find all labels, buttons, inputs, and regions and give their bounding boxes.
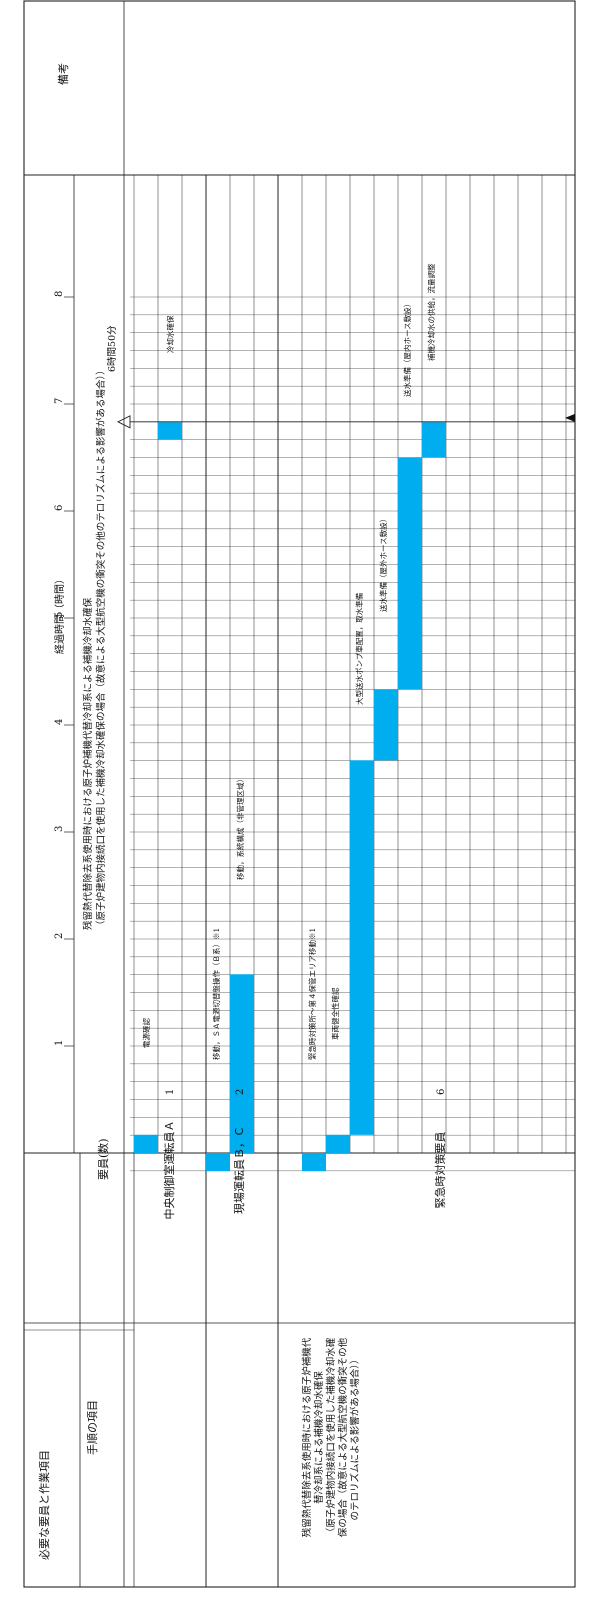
task-label: 移動，系統構成（非管理区域）	[236, 775, 245, 880]
milestone-label: 6時間50分	[107, 325, 118, 372]
time-tick-label: 3	[54, 825, 65, 832]
task-label: 車両健全性確認	[331, 987, 340, 1041]
header-procedure-item: 手順の項目	[86, 1400, 99, 1455]
group-name: 緊急時対策要員	[434, 1131, 447, 1209]
task-bar	[326, 1134, 350, 1153]
procedure-item-text: 残留熱代替除去系使用時における原子炉補機代 替冷却系による補機冷却水確保 （原子…	[302, 1337, 361, 1538]
task-bar	[422, 422, 446, 458]
task-bar	[230, 974, 254, 1153]
task-bar	[134, 1134, 158, 1153]
task-bar	[206, 1153, 230, 1172]
header-personnel-count: 要員(数)	[97, 1138, 110, 1180]
header-required-personnel: 必要な要員と作業項目	[38, 1450, 51, 1560]
task-label: 移動，ＳＡ電源切替盤操作（Ｂ系）※1	[212, 927, 221, 1060]
time-tick-label: 4	[54, 718, 65, 725]
milestone-arrow	[565, 413, 575, 422]
time-tick-label: 1	[54, 1039, 65, 1046]
time-tick-label: 5	[54, 611, 65, 618]
table-border	[23, 0, 576, 1588]
chart-title-line2: （原子炉建物内接続口を使用した補機冷却水確保の場合（故意による大型航空機の衝突そ…	[96, 365, 107, 930]
task-bar	[158, 422, 182, 440]
task-label: 冷却水確保	[166, 315, 175, 354]
time-tick-label: 8	[54, 290, 65, 297]
task-bar	[350, 760, 374, 1135]
task-label: 送水準備（屋外ホース敷設）	[379, 514, 388, 612]
time-tick-label: 6	[54, 504, 65, 511]
group-name: 現場運転員Ｂ，Ｃ	[233, 1126, 246, 1214]
task-label: 緊急時対策所～第４保管エリア移動※1	[308, 927, 317, 1060]
group-count: 2	[235, 1088, 246, 1095]
time-tick-label: 2	[54, 932, 65, 939]
task-label: 送水準備（屋内ホース敷設）	[403, 299, 412, 397]
task-bar	[374, 689, 398, 761]
milestone-arrow	[116, 415, 131, 429]
chart-title-line1: 残留熱代替除去系使用時における原子炉補機代替冷却系による補機冷却水確保	[83, 597, 94, 930]
group-count: 6	[436, 1088, 447, 1095]
header-remarks: 備考	[57, 63, 70, 85]
group-count: 1	[165, 1088, 176, 1095]
task-bar	[302, 1153, 326, 1172]
group-name: 中央制御室運転員Ａ	[163, 1120, 176, 1220]
task-label: 補機冷却水の供給，流量調整	[427, 263, 436, 362]
task-label: 大型送水ポンプ車配置，取水準備	[355, 592, 364, 705]
task-bar	[398, 457, 422, 690]
task-label: 電源確認	[142, 1018, 151, 1048]
time-tick-label: 7	[54, 397, 65, 404]
